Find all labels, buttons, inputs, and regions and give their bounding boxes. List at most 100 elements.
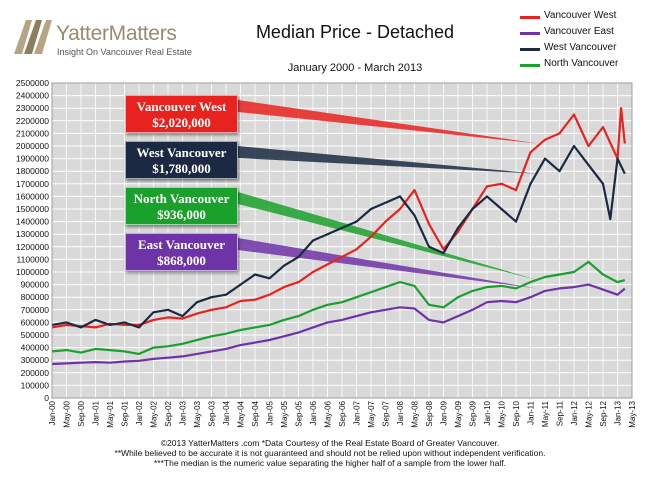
legend-label: North Vancouver — [544, 58, 619, 69]
callout-name: North Vancouver — [133, 191, 230, 206]
y-tick-label: 2000000 — [16, 141, 49, 151]
x-tick-label: May-04 — [237, 400, 246, 427]
callout-vancouver-west: Vancouver West $2,020,000 — [125, 95, 238, 133]
series-lines — [51, 107, 626, 366]
y-tick-label: 2200000 — [16, 116, 49, 126]
x-tick-label: Sep-10 — [512, 400, 521, 426]
y-tick-label: 200000 — [21, 368, 50, 378]
x-tick-label: May-07 — [367, 400, 376, 427]
y-tick-label: 300000 — [21, 355, 50, 365]
callout-north-vancouver: North Vancouver $936,000 — [125, 187, 238, 225]
y-tick-label: 100000 — [21, 380, 50, 390]
y-tick-label: 900000 — [21, 280, 50, 290]
callout-pointer — [238, 192, 538, 281]
x-tick-label: Sep-08 — [425, 400, 434, 426]
legend-item-vancouver-east: Vancouver East — [520, 26, 650, 42]
chart-title: Median Price - Detached — [255, 22, 455, 42]
y-tick-label: 1500000 — [16, 204, 49, 214]
y-tick-label: 1100000 — [17, 254, 50, 264]
callout-pointers — [238, 100, 538, 289]
y-tick-label: 1000000 — [16, 267, 49, 277]
callout-value: $936,000 — [157, 207, 206, 222]
x-tick-label: Sep-02 — [164, 400, 173, 426]
legend-label: Vancouver West — [544, 10, 617, 21]
x-tick-label: Jan-12 — [570, 400, 579, 425]
plot-border — [51, 82, 633, 399]
x-tick-label: May-08 — [411, 400, 420, 427]
x-tick-label: May-12 — [585, 400, 594, 427]
legend-swatch — [520, 32, 540, 35]
legend-item-vancouver-west: Vancouver West — [520, 10, 650, 26]
y-tick-label: 600000 — [21, 317, 50, 327]
y-tick-label: 2500000 — [16, 78, 49, 88]
callout-pointer — [238, 238, 538, 289]
x-tick-label: Jan-04 — [222, 400, 231, 425]
x-tick-label: Jan-10 — [483, 400, 492, 425]
x-tick-label: Jan-06 — [309, 400, 318, 425]
x-tick-label: Sep-12 — [599, 400, 608, 426]
brand-name: YatterMatters — [56, 22, 177, 45]
footer-line-3: ***The median is the numeric value separ… — [154, 458, 506, 468]
y-tick-label: 1200000 — [16, 242, 49, 252]
callout-pointer — [238, 146, 538, 174]
series-line-west-vancouver — [51, 144, 626, 329]
x-tick-label: Jan-01 — [92, 400, 101, 425]
y-tick-label: 0 — [44, 393, 49, 403]
y-tick-label: 1900000 — [16, 154, 49, 164]
y-tick-label: 500000 — [21, 330, 50, 340]
x-tick-label: Sep-06 — [338, 400, 347, 426]
y-tick-label: 1700000 — [16, 179, 49, 189]
x-tick-label: Jan-13 — [614, 400, 623, 425]
y-tick-label: 1400000 — [16, 217, 49, 227]
callout-name: Vancouver West — [136, 99, 227, 114]
series-line-vancouver-east — [51, 283, 626, 366]
y-tick-label: 2300000 — [16, 103, 49, 113]
callout-pointer — [238, 100, 538, 144]
callout-value: $1,780,000 — [152, 161, 211, 176]
x-tick-label: May-02 — [150, 400, 159, 427]
x-tick-label: Sep-07 — [382, 400, 391, 426]
x-tick-label: Sep-09 — [469, 400, 478, 426]
legend-swatch — [520, 48, 540, 51]
y-tick-label: 700000 — [21, 305, 50, 315]
x-tick-label: Sep-01 — [121, 400, 130, 426]
x-tick-label: May-09 — [454, 400, 463, 427]
y-axis-ticks: 0 100000 200000 300000 400000 500000 600000 700… — [16, 78, 49, 403]
yattermatters-logo-icon — [14, 20, 52, 54]
legend-label: Vancouver East — [544, 26, 614, 37]
y-tick-label: 1600000 — [16, 191, 49, 201]
x-tick-label: Jan-00 — [48, 400, 57, 425]
y-tick-label: 1800000 — [16, 166, 49, 176]
x-tick-label: Jan-08 — [396, 400, 405, 425]
callout-value: $2,020,000 — [152, 115, 211, 130]
x-tick-label: Sep-03 — [208, 400, 217, 426]
brand-logo[interactable]: YatterMatters Insight On Vancouver Real … — [14, 20, 214, 60]
x-tick-label: Jan-07 — [353, 400, 362, 425]
callout-west-vancouver: West Vancouver $1,780,000 — [125, 141, 238, 179]
chart-subtitle: January 2000 - March 2013 — [287, 62, 423, 74]
series-line-vancouver-west — [51, 107, 626, 329]
x-tick-label: Jan-05 — [266, 400, 275, 425]
legend-swatch — [520, 16, 540, 19]
brand-tagline: Insight On Vancouver Real Estate — [57, 47, 192, 57]
callout-name: East Vancouver — [137, 237, 226, 252]
series-line-north-vancouver — [51, 260, 626, 355]
x-tick-label: May-05 — [280, 400, 289, 427]
footer-line-2: **While believed to be accurate it is no… — [114, 448, 546, 458]
y-tick-label: 2100000 — [16, 128, 49, 138]
callout-name: West Vancouver — [136, 145, 227, 160]
y-tick-label: 800000 — [21, 292, 50, 302]
footer-notes: ©2013 YatterMatters .com *Data Courtesy … — [60, 438, 600, 468]
callout-east-vancouver: East Vancouver $868,000 — [125, 233, 238, 271]
x-tick-label: May-01 — [106, 400, 115, 427]
x-tick-label: Jan-09 — [440, 400, 449, 425]
x-tick-label: Sep-00 — [77, 400, 86, 426]
legend: Vancouver West Vancouver East West Vanco… — [520, 10, 650, 74]
legend-swatch — [520, 64, 540, 67]
x-tick-label: Sep-04 — [251, 400, 260, 426]
footer-line-1: ©2013 YatterMatters .com *Data Courtesy … — [160, 438, 500, 448]
legend-item-north-vancouver: North Vancouver — [520, 58, 650, 74]
y-tick-label: 400000 — [21, 343, 50, 353]
x-tick-label: May-13 — [628, 400, 637, 427]
